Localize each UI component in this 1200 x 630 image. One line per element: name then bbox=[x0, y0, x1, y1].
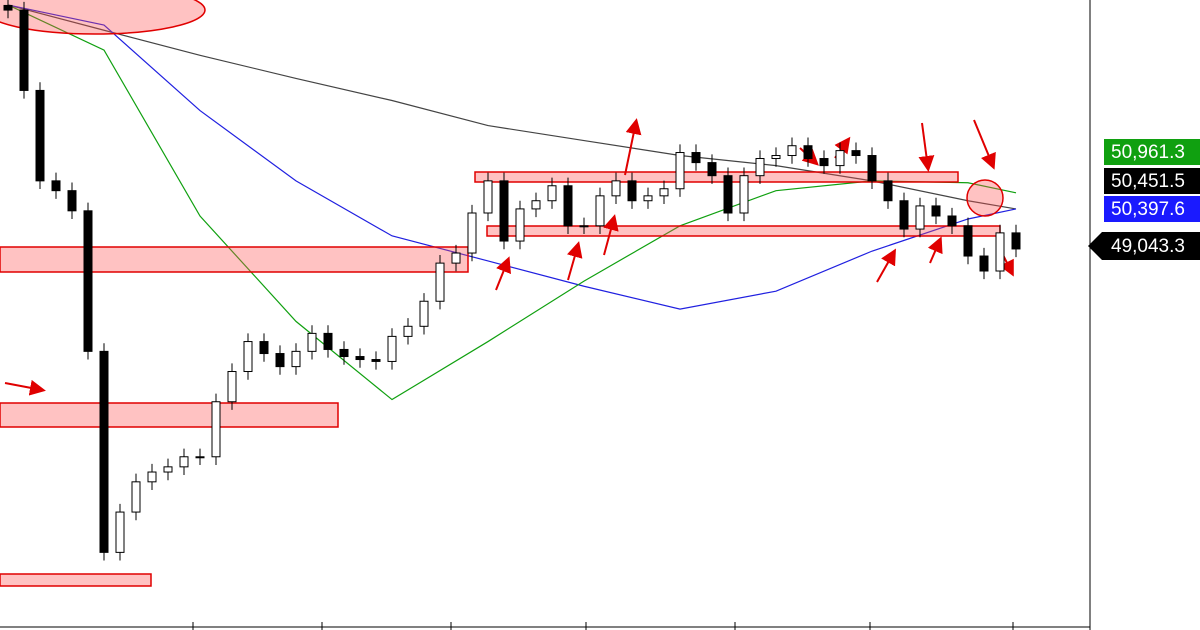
candle-body bbox=[627, 180, 637, 202]
candle-body bbox=[851, 150, 861, 157]
last-value-label: 49,043.3 bbox=[1111, 236, 1185, 257]
candle-body bbox=[275, 353, 285, 368]
candle-body bbox=[259, 341, 269, 355]
moving-averages bbox=[7, 4, 1017, 401]
candle-body bbox=[611, 180, 621, 197]
candle-body bbox=[483, 180, 493, 214]
candle-body bbox=[323, 332, 333, 350]
candle-body bbox=[755, 158, 765, 177]
arrow bbox=[495, 256, 511, 291]
candle-body bbox=[787, 145, 797, 157]
candle-body bbox=[67, 190, 77, 212]
candle-body bbox=[243, 341, 253, 373]
candle-body bbox=[947, 215, 957, 227]
label-box bbox=[1104, 168, 1200, 194]
annotations bbox=[0, 0, 1014, 587]
candle-body bbox=[371, 359, 381, 362]
candle-body bbox=[51, 180, 61, 192]
highlight-circle bbox=[966, 179, 1004, 217]
candle-body bbox=[531, 200, 541, 210]
candle-body bbox=[339, 348, 349, 358]
arrow bbox=[624, 118, 642, 176]
candle-body bbox=[547, 185, 557, 202]
candle-body bbox=[387, 335, 397, 362]
candle-body bbox=[579, 225, 589, 228]
candle-body bbox=[83, 210, 93, 352]
label-box bbox=[1104, 196, 1200, 222]
candle-body bbox=[115, 511, 125, 553]
candle-body bbox=[419, 300, 429, 327]
arrow bbox=[603, 214, 619, 256]
candle-body bbox=[131, 481, 141, 513]
candle-body bbox=[595, 195, 605, 227]
arrow bbox=[4, 379, 46, 396]
arrow bbox=[567, 241, 583, 281]
candle-body bbox=[435, 262, 445, 302]
label-box bbox=[1104, 139, 1200, 165]
candle-body bbox=[467, 212, 477, 254]
arrow bbox=[918, 122, 935, 172]
last-value-label: 50,397.6 bbox=[1111, 199, 1185, 220]
ma-line bbox=[7, 4, 1017, 401]
candle-body bbox=[723, 175, 733, 214]
highlight-ellipse bbox=[0, 0, 206, 35]
candle-body bbox=[179, 456, 189, 468]
candles bbox=[3, 0, 1021, 561]
arrow bbox=[927, 236, 943, 264]
zone bbox=[0, 246, 469, 273]
candle-body bbox=[291, 350, 301, 368]
arrow bbox=[973, 119, 996, 170]
candle-body bbox=[691, 152, 701, 164]
zone bbox=[0, 573, 152, 587]
candle-body bbox=[995, 232, 1005, 272]
candle-body bbox=[19, 9, 29, 91]
candle-body bbox=[867, 155, 877, 182]
candle-body bbox=[979, 255, 989, 272]
candle-body bbox=[659, 188, 669, 197]
candle-body bbox=[195, 456, 205, 459]
label-box bbox=[1088, 232, 1200, 260]
candle-body bbox=[499, 180, 509, 242]
candle-body bbox=[3, 4, 13, 11]
candle-body bbox=[1011, 232, 1021, 250]
candle-body bbox=[899, 200, 909, 230]
candle-body bbox=[227, 371, 237, 403]
candle-body bbox=[707, 162, 717, 177]
candle-body bbox=[307, 332, 317, 352]
candle-body bbox=[515, 208, 525, 242]
candle-body bbox=[99, 350, 109, 553]
candle-body bbox=[819, 158, 829, 167]
candle-body bbox=[163, 466, 173, 473]
candle-body bbox=[355, 356, 365, 361]
candle-body bbox=[739, 175, 749, 214]
zone bbox=[0, 402, 339, 428]
last-value-label: 50,961.3 bbox=[1111, 142, 1185, 163]
candle-body bbox=[451, 252, 461, 264]
candle-body bbox=[403, 325, 413, 337]
candle-body bbox=[35, 89, 45, 182]
candle-body bbox=[211, 401, 221, 458]
ma-line bbox=[7, 4, 1017, 310]
candle-body bbox=[563, 185, 573, 227]
last-value-label: 50,451.5 bbox=[1111, 171, 1185, 192]
arrow bbox=[876, 248, 896, 283]
candle-body bbox=[803, 145, 813, 160]
candle-body bbox=[771, 155, 781, 160]
candle-body bbox=[675, 152, 685, 190]
candle-body bbox=[931, 205, 941, 217]
candle-body bbox=[915, 205, 925, 230]
candle-body bbox=[835, 150, 845, 167]
candle-body bbox=[643, 195, 653, 202]
candle-body bbox=[147, 471, 157, 483]
last-value-labels: 50,961.3 50,451.5 50,397.6 49,043.3 bbox=[1088, 139, 1200, 260]
candle-body bbox=[883, 180, 893, 202]
x-tick-marks bbox=[192, 622, 1014, 630]
candle-body bbox=[963, 225, 973, 257]
